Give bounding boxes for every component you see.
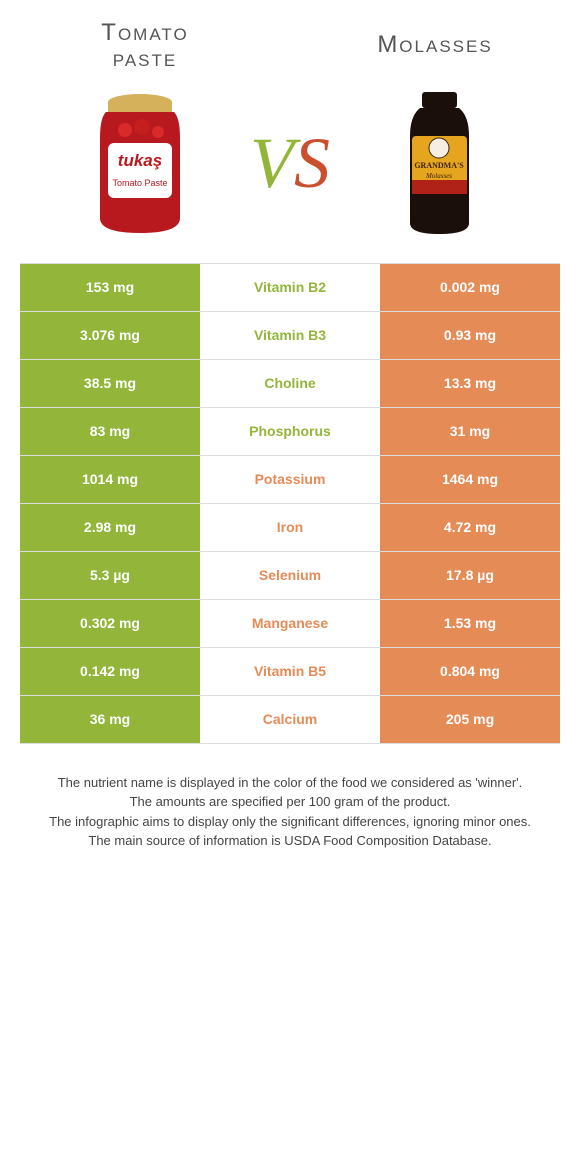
nutrient-name: Selenium (200, 552, 380, 599)
nutrient-table: 153 mgVitamin B20.002 mg3.076 mgVitamin … (20, 263, 560, 744)
title-line: Molasses (377, 31, 492, 58)
left-value: 5.3 µg (20, 552, 200, 599)
vs-label: VS (240, 127, 340, 199)
tomato-paste-jar-icon: tukaş Tomato Paste (80, 88, 200, 238)
right-value: 0.804 mg (380, 648, 560, 695)
footnote-line: The nutrient name is displayed in the co… (40, 774, 540, 792)
table-row: 5.3 µgSelenium17.8 µg (20, 552, 560, 600)
left-value: 36 mg (20, 696, 200, 743)
comparison-header: Tomato paste Molasses (0, 0, 580, 73)
right-value: 13.3 mg (380, 360, 560, 407)
nutrient-name: Manganese (200, 600, 380, 647)
right-product-title: Molasses (290, 20, 580, 73)
svg-text:GRANDMA'S: GRANDMA'S (415, 161, 465, 170)
left-value: 153 mg (20, 264, 200, 311)
footnote-line: The infographic aims to display only the… (40, 813, 540, 831)
footnote-line: The amounts are specified per 100 gram o… (40, 793, 540, 811)
left-value: 0.142 mg (20, 648, 200, 695)
table-row: 0.302 mgManganese1.53 mg (20, 600, 560, 648)
table-row: 83 mgPhosphorus31 mg (20, 408, 560, 456)
left-value: 38.5 mg (20, 360, 200, 407)
svg-text:tukaş: tukaş (118, 151, 162, 170)
footnote-line: The main source of information is USDA F… (40, 832, 540, 850)
right-value: 205 mg (380, 696, 560, 743)
left-value: 1014 mg (20, 456, 200, 503)
svg-text:Tomato Paste: Tomato Paste (112, 178, 167, 188)
molasses-jar-icon: GRANDMA'S Molasses (392, 88, 487, 238)
left-value: 3.076 mg (20, 312, 200, 359)
table-row: 38.5 mgCholine13.3 mg (20, 360, 560, 408)
product-images-row: tukaş Tomato Paste VS GRANDMA'S Molasses (0, 73, 580, 263)
svg-text:Molasses: Molasses (425, 172, 452, 180)
nutrient-name: Choline (200, 360, 380, 407)
right-value: 17.8 µg (380, 552, 560, 599)
right-value: 1464 mg (380, 456, 560, 503)
table-row: 3.076 mgVitamin B30.93 mg (20, 312, 560, 360)
table-row: 153 mgVitamin B20.002 mg (20, 264, 560, 312)
table-row: 36 mgCalcium205 mg (20, 696, 560, 744)
right-value: 1.53 mg (380, 600, 560, 647)
vs-v: V (250, 123, 294, 203)
title-line: paste (0, 46, 290, 72)
vs-s: S (294, 123, 330, 203)
left-value: 2.98 mg (20, 504, 200, 551)
right-value: 31 mg (380, 408, 560, 455)
right-value: 0.002 mg (380, 264, 560, 311)
nutrient-name: Iron (200, 504, 380, 551)
left-value: 83 mg (20, 408, 200, 455)
footnotes: The nutrient name is displayed in the co… (40, 774, 540, 850)
title-line: Tomato (0, 20, 290, 46)
nutrient-name: Potassium (200, 456, 380, 503)
nutrient-name: Vitamin B3 (200, 312, 380, 359)
nutrient-name: Vitamin B5 (200, 648, 380, 695)
right-value: 4.72 mg (380, 504, 560, 551)
right-value: 0.93 mg (380, 312, 560, 359)
table-row: 0.142 mgVitamin B50.804 mg (20, 648, 560, 696)
table-row: 2.98 mgIron4.72 mg (20, 504, 560, 552)
table-row: 1014 mgPotassium1464 mg (20, 456, 560, 504)
nutrient-name: Calcium (200, 696, 380, 743)
nutrient-name: Phosphorus (200, 408, 380, 455)
nutrient-name: Vitamin B2 (200, 264, 380, 311)
left-product-title: Tomato paste (0, 20, 290, 73)
left-value: 0.302 mg (20, 600, 200, 647)
